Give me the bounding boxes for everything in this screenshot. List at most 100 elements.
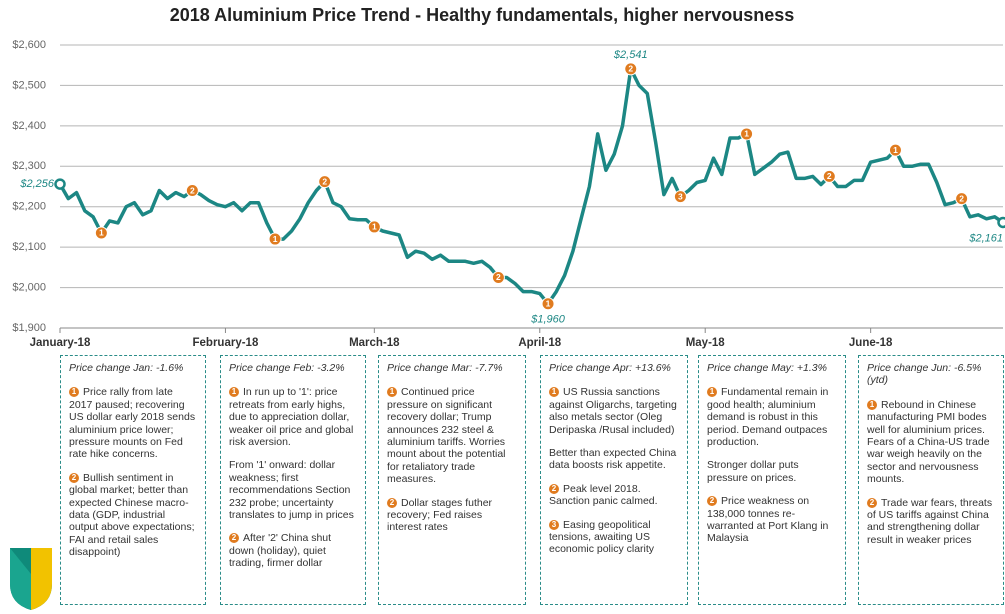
item-text: Continued price pressure on significant … (387, 386, 506, 486)
event-marker (624, 62, 638, 76)
annotation-box: Price change May: +1.3% 1 Fundamental rema… (698, 355, 846, 605)
y-tick-label: $2,200 (12, 201, 46, 213)
end-point (997, 216, 1005, 229)
item-text: Dollar stages futher recovery; Fed raise… (387, 496, 493, 534)
annotation-box: Price change Mar: -7.7% 1 Continued price … (378, 355, 526, 605)
event-marker (491, 270, 505, 284)
item-text: From '1' onward: dollar weakness; first … (229, 459, 354, 522)
event-marker-label: 2 (322, 176, 327, 186)
box-item: 1 Price rally from late 2017 paused; reco… (69, 386, 197, 460)
event-marker-label: 2 (827, 171, 832, 181)
box-heading: Price change May: +1.3% (707, 362, 827, 374)
box-item: 3 Easing geopolitical tensions, awaiting … (549, 519, 679, 556)
annotation-box: Price change Apr: +13.6% 1 US Russia sanct… (540, 355, 688, 605)
bullet-number: 1 (549, 387, 559, 398)
box-item: 2 Price weakness on 138,000 tonnes re-war… (707, 495, 837, 545)
box-heading: Price change Jun: -6.5% (ytd) (867, 362, 982, 387)
annotation-box: Price change Jan: -1.6% 1 Price rally from… (60, 355, 206, 605)
box-item: 2 After '2' China shut down (holiday), qu… (229, 532, 357, 569)
event-marker-label: 1 (546, 298, 551, 308)
event-marker (185, 184, 199, 198)
box-heading: Price change Apr: +13.6% (549, 362, 671, 374)
item-text: Peak level 2018. Sanction panic calmed. (549, 482, 658, 508)
bullet-number: 1 (69, 387, 79, 398)
chart-title: 2018 Aluminium Price Trend - Healthy fun… (170, 5, 795, 25)
event-marker-label: 1 (273, 234, 278, 244)
item-text: Rebound in Chinese manufacturing PMI bod… (867, 398, 990, 486)
event-marker (740, 127, 754, 141)
box-item: 1 In run up to '1': price retreats from e… (229, 386, 357, 448)
bullet-number: 2 (549, 483, 559, 494)
item-text: After '2' China shut down (holiday), qui… (229, 532, 332, 570)
x-tick-label: March-18 (349, 337, 400, 349)
event-marker-label: 1 (99, 228, 104, 238)
box-item: 2 Trade war fears, threats of US tariffs … (867, 497, 995, 547)
y-tick-label: $2,400 (12, 120, 46, 132)
box-item: 2 Peak level 2018. Sanction panic calmed. (549, 483, 679, 508)
price-line (58, 67, 1004, 306)
event-marker-label: 1 (893, 145, 898, 155)
bullet-number: 1 (707, 387, 717, 398)
y-tick-label: $1,900 (12, 322, 46, 334)
item-text: Bullish sentiment in global market; bett… (69, 471, 195, 559)
bullet-number: 2 (69, 472, 79, 483)
event-marker (268, 232, 282, 246)
value-label: $2,256 (19, 178, 55, 190)
item-text: Easing geopolitical tensions, awaiting U… (549, 518, 655, 556)
box-heading: Price change Jan: -1.6% (69, 362, 184, 374)
chart: 2018 Aluminium Price Trend - Healthy fun… (12, 5, 1005, 349)
annotation-box: Price change Feb: -3.2% 1 In run up to '1'… (220, 355, 366, 605)
item-text: In run up to '1': price retreats from ea… (229, 386, 354, 449)
event-marker (888, 143, 902, 157)
y-tick-label: $2,500 (12, 79, 46, 91)
x-tick-label: June-18 (849, 337, 893, 349)
bullet-number: 3 (549, 519, 559, 530)
x-tick-label: April-18 (518, 337, 561, 349)
box-item: 2 Dollar stages futher recovery; Fed rais… (387, 497, 517, 534)
event-marker (541, 297, 555, 311)
y-tick-label: $2,300 (12, 160, 46, 172)
box-item: 1 Fundamental remain in good health; alum… (707, 386, 837, 448)
item-text: Stronger dollar puts pressure on prices. (707, 459, 799, 484)
y-tick-label: $2,600 (12, 39, 46, 51)
event-marker (367, 220, 381, 234)
x-tick-label: May-18 (686, 337, 726, 349)
item-text: Price rally from late 2017 paused; recov… (69, 386, 196, 461)
box-heading: Price change Feb: -3.2% (229, 362, 345, 374)
bullet-number: 1 (867, 399, 877, 410)
event-marker-label: 2 (628, 64, 633, 74)
event-marker-label: 2 (190, 185, 195, 195)
box-item: From '1' onward: dollar weakness; first … (229, 459, 357, 521)
box-item: 1 Continued price pressure on significant… (387, 386, 517, 485)
event-marker (822, 169, 836, 183)
x-tick-label: February-18 (193, 337, 259, 349)
event-marker (318, 175, 332, 189)
item-text: Better than expected China data boosts r… (549, 447, 677, 472)
logo (10, 548, 52, 610)
item-text: Fundamental remain in good health; alumi… (707, 386, 829, 449)
item-text: Trade war fears, threats of US tariffs a… (867, 496, 993, 546)
box-item: Stronger dollar puts pressure on prices. (707, 459, 837, 484)
box-item: 1 Rebound in Chinese manufacturing PMI bo… (867, 399, 995, 486)
box-heading: Price change Mar: -7.7% (387, 362, 503, 374)
y-tick-label: $2,000 (12, 281, 46, 293)
box-item: 2 Bullish sentiment in global market; bet… (69, 472, 197, 559)
bullet-number: 2 (867, 497, 877, 508)
bullet-number: 1 (229, 387, 239, 398)
event-marker-label: 2 (959, 193, 964, 203)
event-marker-label: 2 (496, 272, 501, 282)
event-marker-label: 3 (678, 191, 683, 201)
box-item: 1 US Russia sanctions against Oligarchs, … (549, 386, 679, 436)
x-tick-label: January-18 (30, 337, 91, 349)
box-item: Better than expected China data boosts r… (549, 447, 679, 472)
bullet-number: 1 (387, 387, 397, 398)
event-marker-label: 1 (372, 222, 377, 232)
event-marker (94, 226, 108, 240)
start-point (54, 178, 66, 190)
y-tick-label: $2,100 (12, 241, 46, 253)
bullet-number: 2 (387, 497, 397, 508)
event-marker (673, 190, 687, 204)
bullet-number: 2 (707, 496, 717, 507)
value-label: $2,161 (968, 232, 1003, 244)
